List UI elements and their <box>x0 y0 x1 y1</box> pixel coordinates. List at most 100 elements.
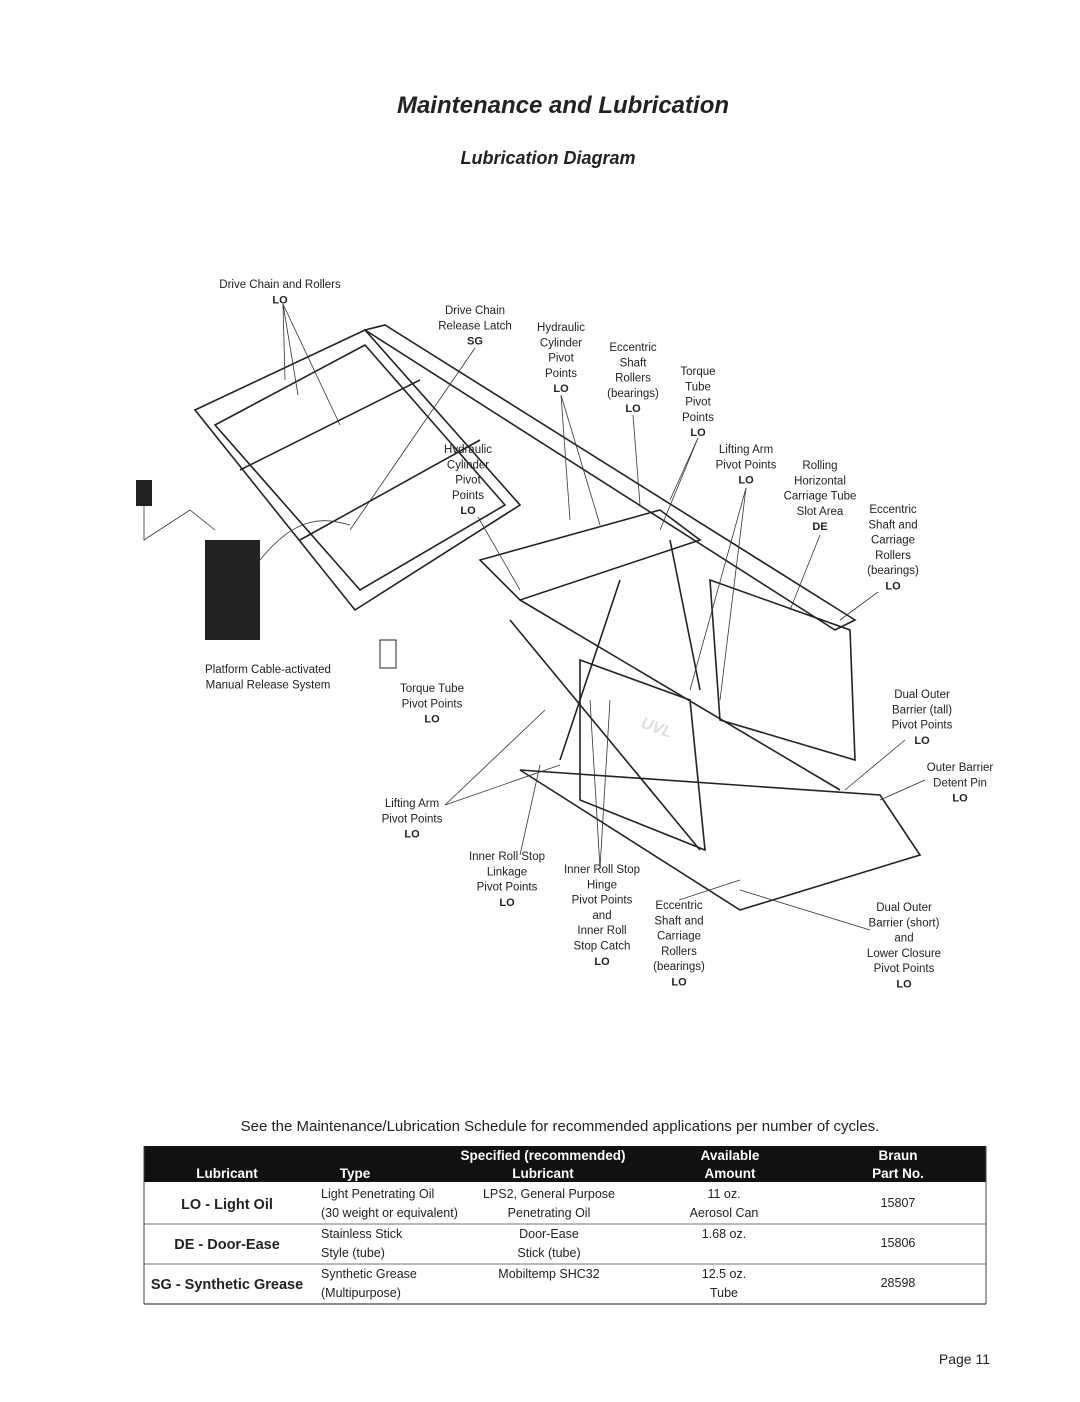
specified: Door-Ease <box>519 1227 579 1241</box>
amount: Aerosol Can <box>690 1206 759 1220</box>
label-line: (bearings) <box>867 565 919 577</box>
subtitle: Lubrication Diagram <box>460 148 635 168</box>
lube-code: SG <box>467 336 483 348</box>
label-line: Dual Outer <box>876 902 932 914</box>
page-number: Page 11 <box>939 1351 990 1367</box>
label-line: Rollers <box>661 946 697 958</box>
amount: Tube <box>710 1286 738 1300</box>
lube-code: LO <box>553 383 569 395</box>
amount: 11 oz. <box>707 1187 740 1201</box>
title: Maintenance and Lubrication <box>397 92 729 119</box>
label-line: Rollers <box>875 550 911 562</box>
label-line: Torque Tube <box>400 683 464 695</box>
label-line: Cylinder <box>447 459 489 471</box>
label-line: and <box>894 933 913 945</box>
label-line: Tube <box>685 381 711 393</box>
label-line: Rollers <box>615 373 651 385</box>
label-line: Drive Chain <box>445 305 505 317</box>
lube-code: LO <box>424 714 440 726</box>
lube-code: LO <box>690 427 706 439</box>
lube-code: LO <box>499 897 515 909</box>
label-line: Shaft and <box>868 519 917 531</box>
specified: Stick (tube) <box>517 1246 580 1260</box>
label-line: Torque <box>680 366 715 378</box>
header-cell: Braun <box>878 1148 917 1163</box>
lubricant: DE - Door-Ease <box>174 1237 280 1253</box>
label-line: Pivot <box>685 397 711 409</box>
label-line: Points <box>682 412 714 424</box>
label-line: Shaft <box>620 357 648 369</box>
label-line: Points <box>545 368 577 380</box>
label-line: Eccentric <box>655 900 703 912</box>
lube-code: LO <box>952 793 968 805</box>
table: Specified (recommended) Available Braun Lub… <box>143 1146 987 1305</box>
logo: UVL <box>639 715 675 742</box>
label-line: Pivot Points <box>477 882 538 894</box>
label-line: Hydraulic <box>537 322 585 334</box>
header-cell: Specified (recommended) <box>460 1148 625 1163</box>
type: (30 weight or equivalent) <box>321 1206 458 1220</box>
header-cell: Lubricant <box>512 1166 574 1181</box>
type: Stainless Stick <box>321 1227 403 1241</box>
part-number: 15806 <box>881 1236 916 1250</box>
label-line: Dual Outer <box>894 689 950 701</box>
part-number: 15807 <box>881 1196 916 1210</box>
label-line: Inner Roll Stop <box>564 864 640 876</box>
label-line: Release Latch <box>438 320 512 332</box>
label-line: Outer Barrier <box>927 762 994 774</box>
label-line: Pivot <box>548 353 574 365</box>
type: (Multipurpose) <box>321 1286 401 1300</box>
lube-code: LO <box>896 979 912 991</box>
specified: Penetrating Oil <box>508 1206 591 1220</box>
type: Synthetic Grease <box>321 1267 417 1281</box>
label-line: Horizontal <box>794 475 846 487</box>
label-line: Points <box>452 490 484 502</box>
label-line: Shaft and <box>654 915 703 927</box>
label-line: and <box>592 910 611 922</box>
lube-code: LO <box>272 294 288 306</box>
lube-code: DE <box>812 521 827 533</box>
lube-code: LO <box>594 956 610 968</box>
label-line: Pivot Points <box>402 698 463 710</box>
pump-box <box>205 540 260 640</box>
lube-code: LO <box>671 977 687 989</box>
amount: 12.5 oz. <box>702 1267 746 1281</box>
label-line: Barrier (tall) <box>892 704 952 716</box>
type: Style (tube) <box>321 1246 385 1260</box>
label-line: Inner Roll Stop <box>469 851 545 863</box>
label-line: Stop Catch <box>574 941 631 953</box>
label-line: Lower Closure <box>867 948 941 960</box>
lube-code: LO <box>460 505 476 517</box>
lube-code: LO <box>885 581 901 593</box>
label-line: Inner Roll <box>577 925 626 937</box>
header-cell: Lubricant <box>196 1166 258 1181</box>
lube-code: LO <box>404 829 420 841</box>
header-cell: Type <box>340 1166 371 1181</box>
label-line: Pivot Points <box>572 895 633 907</box>
label-line: Detent Pin <box>933 777 987 789</box>
header-cell: Available <box>701 1148 760 1163</box>
header-cell: Part No. <box>872 1166 924 1181</box>
specified: Mobiltemp SHC32 <box>498 1267 599 1281</box>
type: Light Penetrating Oil <box>321 1187 434 1201</box>
label-line: Rolling <box>802 460 837 472</box>
note: See the Maintenance/Lubrication Schedule… <box>241 1118 880 1135</box>
label-line: Drive Chain and Rollers <box>219 279 341 291</box>
label-line: Slot Area <box>797 506 844 518</box>
label-line: Platform Cable-activated <box>205 664 331 676</box>
label-line: Pivot Points <box>382 813 443 825</box>
label-line: Pivot Points <box>874 963 935 975</box>
label-line: Manual Release System <box>206 679 331 691</box>
diagram-labels: Drive Chain and Rollers LO Drive Chain Rele… <box>205 279 993 991</box>
lube-code: LO <box>914 735 930 747</box>
label-line: Eccentric <box>869 504 917 516</box>
specified: LPS2, General Purpose <box>483 1187 615 1201</box>
label-line: Pivot Points <box>716 459 777 471</box>
label-line: Lifting Arm <box>385 798 439 810</box>
label-line: (bearings) <box>653 961 705 973</box>
amount: 1.68 oz. <box>702 1227 746 1241</box>
lubricant: LO - Light Oil <box>181 1197 273 1213</box>
lubricant: SG - Synthetic Grease <box>151 1277 303 1293</box>
table-header-bg <box>144 1146 986 1182</box>
